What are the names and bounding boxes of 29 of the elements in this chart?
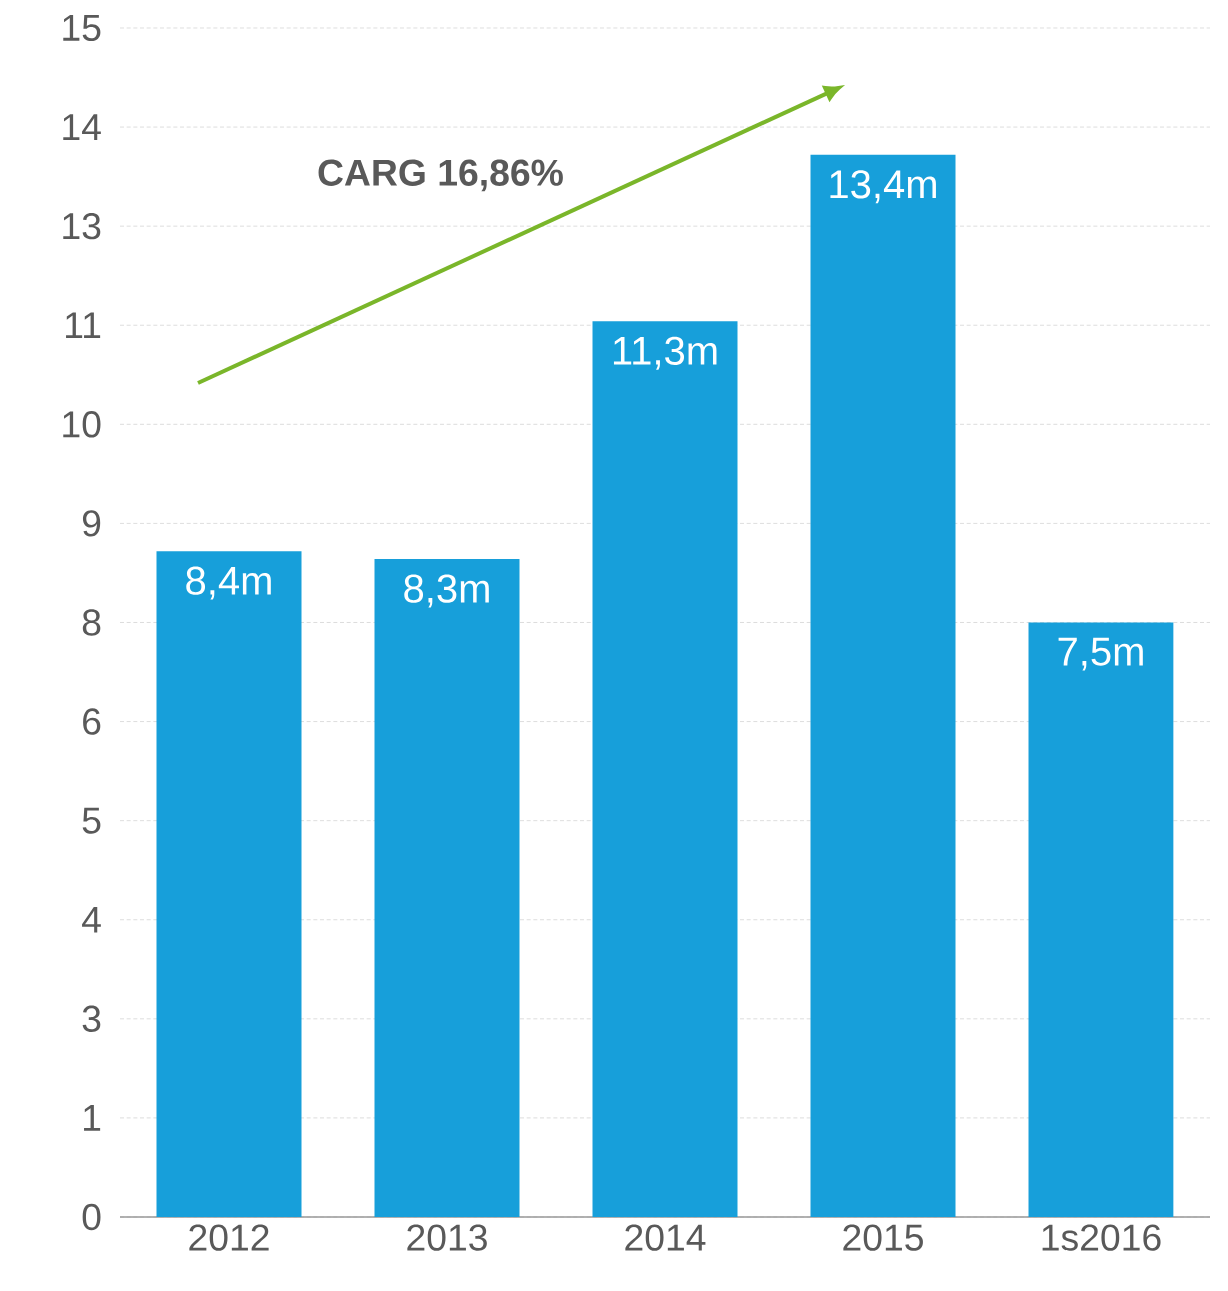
data-label: 13,4m [830, 170, 936, 204]
y-tick-label: 3 [82, 1005, 101, 1033]
x-tick-label: 2013 [407, 1224, 487, 1251]
bar [810, 154, 956, 1217]
y-tick-label: 10 [63, 411, 101, 438]
x-tick-label: 2012 [189, 1224, 269, 1251]
y-tick-label: 15 [63, 14, 101, 41]
y-tick-label: 13 [63, 212, 101, 240]
bar [156, 551, 302, 1217]
x-tick-label: 1s2016 [1042, 1224, 1161, 1251]
y-tick-label: 6 [83, 708, 101, 735]
y-tick-label: 14 [63, 114, 101, 140]
data-label: 8,4m [186, 566, 271, 600]
y-tick-label: 5 [82, 807, 101, 834]
bar [1028, 622, 1174, 1217]
y-tick-label: 11 [66, 312, 101, 339]
bar [374, 559, 520, 1217]
y-tick-label: 4 [82, 906, 101, 933]
y-tick-label: 9 [82, 510, 101, 537]
data-label: 7,5m [1058, 637, 1143, 671]
y-tick-label: 1 [84, 1105, 101, 1131]
data-label: 8,3m [404, 574, 489, 608]
bar [592, 321, 738, 1217]
y-tick-label: 8 [82, 609, 101, 636]
data-label: 11,3m [613, 336, 717, 370]
annotation: CARG 16,86% [318, 159, 563, 192]
y-tick-label: 0 [82, 1203, 101, 1231]
x-tick-label: 2014 [625, 1224, 706, 1251]
x-tick-label: 2015 [843, 1224, 923, 1251]
